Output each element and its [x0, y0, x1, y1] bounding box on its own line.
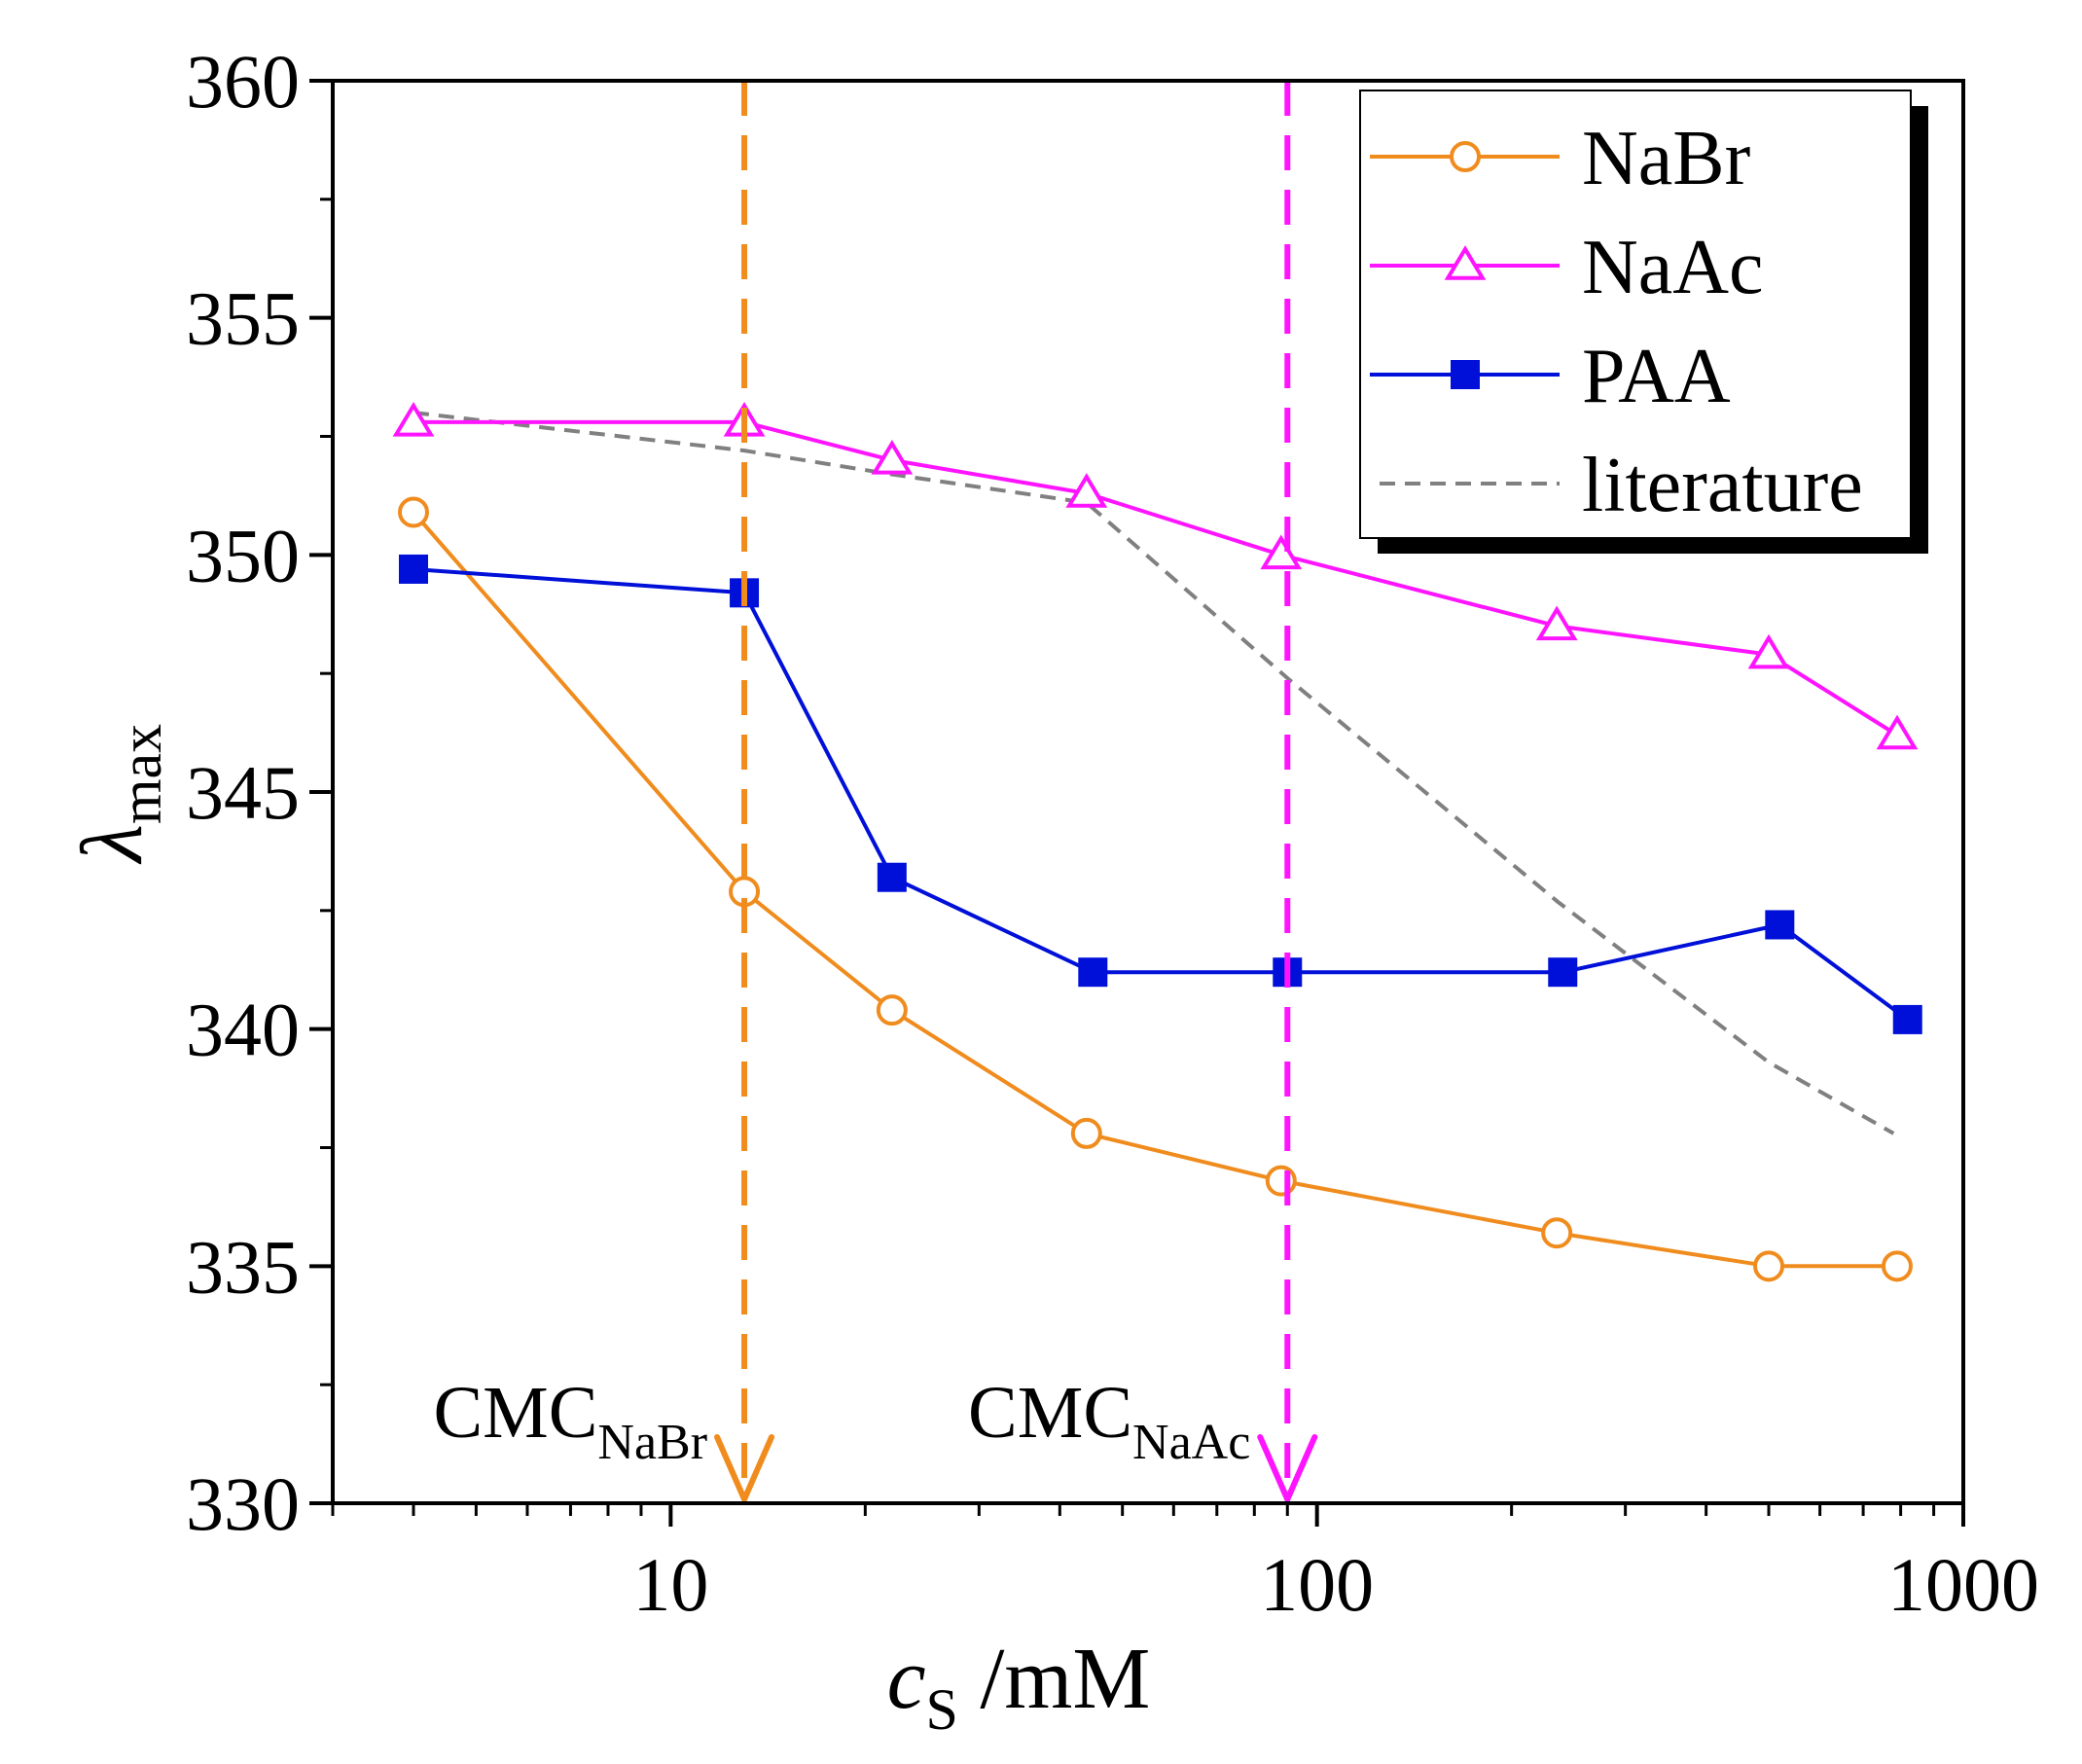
data-point-nabr: [397, 496, 429, 528]
x-tick-label: 1000: [1887, 1542, 2039, 1627]
series-naac: [392, 401, 1919, 750]
x-axis-title: cS /mM: [887, 1631, 1151, 1742]
x-tick-label: 10: [632, 1542, 708, 1627]
data-point-paa: [877, 862, 907, 892]
series-line-naac: [413, 419, 1899, 738]
y-tick-label: 330: [186, 1461, 300, 1546]
y-tick-label: 345: [186, 750, 300, 835]
legend-marker-paa: [1451, 360, 1480, 389]
y-tick-label: 360: [186, 39, 300, 124]
data-point-naac: [1065, 473, 1108, 508]
cmc-label-main: CMC: [433, 1372, 597, 1454]
data-point-paa: [1892, 1004, 1922, 1034]
data-point-paa: [1548, 957, 1578, 988]
data-point-nabr: [1265, 1165, 1297, 1197]
legend-label-paa: PAA: [1582, 334, 1731, 419]
axes: 330 335 340 345 350 355 360 10 100 1000 cS /mM λmax: [64, 39, 2039, 1742]
legend-label-nabr: NaBr: [1582, 116, 1750, 201]
series-line-nabr: [412, 511, 1897, 1269]
cmc-label-main: CMC: [968, 1372, 1132, 1454]
x-axis-title-unit: /mM: [958, 1631, 1151, 1727]
legend-item-literature: literature: [1380, 443, 1863, 528]
data-point-naac: [1747, 633, 1790, 669]
series-literature: [413, 411, 1895, 1135]
x-tick-label: 100: [1260, 1542, 1374, 1627]
cmc-label-cmc-naac: CMCNaAc: [968, 1372, 1250, 1470]
data-point-naac: [1876, 714, 1919, 750]
data-point-nabr: [1541, 1217, 1573, 1249]
x-axis-title-main: c: [887, 1631, 926, 1727]
data-point-naac: [1535, 605, 1578, 641]
cmc-arrow-cmc-nabr: [714, 1434, 775, 1502]
y-tick-label: 335: [186, 1224, 300, 1309]
annotation-cmc-nabr: CMCNaBr: [433, 81, 775, 1502]
cmc-label-sub: NaAc: [1132, 1415, 1250, 1470]
cmc-label-sub: NaBr: [597, 1415, 707, 1470]
legend-label-naac: NaAc: [1582, 225, 1764, 310]
cmc-label-cmc-nabr: CMCNaBr: [433, 1372, 707, 1470]
legend-item-nabr: NaBr: [1370, 116, 1750, 201]
legend-label-literature: literature: [1582, 443, 1863, 528]
legend-marker-naac: [1444, 245, 1487, 280]
series-line-literature: [413, 411, 1895, 1135]
data-point-paa: [1765, 910, 1795, 940]
y-tick-label: 350: [186, 513, 300, 597]
data-point-nabr: [1753, 1250, 1785, 1282]
series-paa: [398, 554, 1922, 1034]
legend-item-naac: NaAc: [1370, 225, 1764, 310]
data-point-nabr: [1070, 1117, 1102, 1149]
legend: NaBr NaAc PAA literature: [1359, 90, 1928, 554]
legend-item-paa: PAA: [1370, 334, 1731, 419]
y-axis-title-main: λ: [64, 824, 161, 865]
y-tick-label: 355: [186, 276, 300, 361]
annotation-cmc-naac: CMCNaAc: [968, 81, 1318, 1502]
data-point-nabr: [876, 994, 908, 1026]
y-tick-label: 340: [186, 988, 300, 1072]
data-point-naac: [1260, 534, 1303, 570]
legend-marker-nabr: [1450, 141, 1481, 172]
data-point-paa: [1078, 957, 1108, 988]
data-point-naac: [392, 401, 435, 437]
cmc-arrow-cmc-naac: [1257, 1434, 1318, 1502]
data-point-paa: [398, 554, 428, 584]
legend-box: [1359, 90, 1912, 539]
plot-area: CMCNaBr CMCNaAc: [392, 81, 1922, 1502]
series-nabr: [397, 496, 1913, 1282]
y-axis-title-sub: max: [109, 724, 173, 824]
data-point-nabr: [1881, 1250, 1913, 1282]
y-axis-title: λmax: [64, 724, 173, 865]
x-axis-title-sub: S: [926, 1677, 958, 1742]
data-point-naac: [871, 439, 914, 475]
series-line-paa: [413, 567, 1909, 1022]
